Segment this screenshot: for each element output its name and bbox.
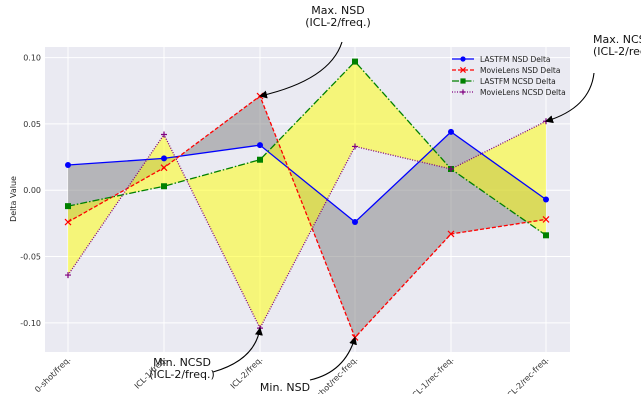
annotation-arrow (545, 72, 595, 124)
annotation-text: (ICL-2/freq.) (149, 368, 215, 381)
series-line (67, 131, 547, 223)
annotation-text: Min. NSD (260, 381, 310, 394)
x-tick-label: 0-shot/rec-freq. (309, 355, 359, 394)
y-tick-label: 0.10 (23, 54, 41, 63)
data-point (161, 131, 167, 138)
y-tick-label: -0.05 (20, 253, 41, 262)
data-point (65, 162, 71, 169)
annotation-text: Max. NSD (311, 4, 364, 17)
annotation-text: Min. NCSD (153, 356, 211, 369)
data-point (64, 218, 72, 226)
fill-band-segment (355, 61, 451, 169)
annotation-arrow (309, 336, 357, 381)
legend-label: MovieLens NSD Delta (480, 66, 560, 75)
annotation-text: (ICL-2/rec (593, 45, 641, 58)
annotation-text: Max. NCSD (593, 33, 641, 46)
annotation-text: (ICL-2/freq.) (305, 16, 371, 29)
data-point (448, 128, 454, 135)
fill-band-segment (355, 131, 451, 338)
series-line (67, 120, 547, 330)
series-line (67, 95, 547, 339)
data-point (160, 164, 168, 172)
legend-marker (460, 56, 466, 62)
data-point (448, 166, 454, 172)
y-tick-labels: -0.10 -0.05 0.00 0.05 0.10 (20, 54, 41, 328)
legend-marker (460, 78, 466, 84)
legend-label: MovieLens NCSD Delta (480, 88, 566, 97)
fill-band-segment (260, 61, 355, 329)
data-point (542, 215, 550, 223)
y-tick-label: -0.10 (20, 319, 41, 328)
legend: LASTFM NSD Delta MovieLens NSD Delta LASTF… (452, 55, 566, 97)
y-tick-label: 0.00 (23, 186, 41, 195)
fill-band-segment (68, 134, 164, 276)
series-lines (67, 60, 547, 339)
data-point (257, 142, 263, 149)
data-point (352, 219, 358, 226)
legend-marker (460, 89, 466, 95)
data-point (352, 143, 358, 150)
legend-marker (459, 66, 467, 74)
data-point (447, 230, 455, 238)
x-tick-label: ICL-1/rec-freq. (409, 355, 455, 394)
annotations: Max. NSD(ICL-2/freq.)Max. NCSD(ICL-2/rec… (149, 4, 641, 394)
y-axis-label: Delta Value (9, 176, 18, 222)
annotation-arrow (212, 327, 263, 373)
legend-label: LASTFM NSD Delta (480, 55, 551, 64)
data-point (543, 196, 549, 203)
data-point (161, 155, 167, 162)
series-markers (64, 58, 550, 341)
data-point (543, 232, 549, 239)
data-point (65, 272, 71, 279)
annotation-arrow (259, 41, 343, 99)
y-tick-label: 0.05 (23, 120, 41, 129)
data-point (257, 156, 263, 163)
x-tick-label: ICL-2/rec-freq. (504, 355, 550, 394)
data-point (65, 203, 71, 210)
x-tick-label: 0-shot/freq. (33, 355, 72, 394)
series-line (67, 60, 547, 236)
legend-label: LASTFM NCSD Delta (480, 77, 556, 86)
fill-band-segment (451, 121, 546, 236)
data-point (352, 58, 358, 65)
data-point (161, 183, 167, 190)
